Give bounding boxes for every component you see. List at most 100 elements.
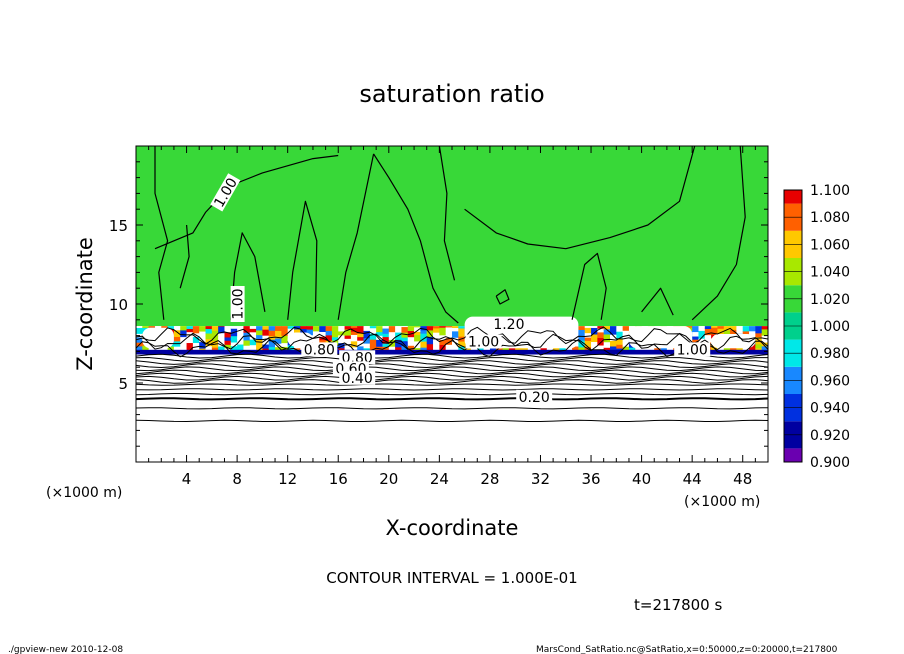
x-tick-label: 8 (232, 470, 242, 488)
field-cell (218, 345, 225, 352)
field-cell (294, 326, 301, 330)
contour-line (287, 200, 318, 320)
field-cell (749, 330, 756, 338)
contour-line (135, 326, 769, 345)
contour-label-group: 1.00 (230, 286, 247, 322)
colorbar-label: 1.100 (810, 183, 850, 199)
field-cell (464, 346, 472, 352)
field-cell (755, 326, 763, 334)
x-tick-label: 24 (430, 470, 449, 488)
field-cell (578, 326, 586, 330)
field-cell (439, 327, 447, 336)
field-cell (433, 345, 440, 352)
field-cell (622, 342, 630, 347)
field-cell (635, 345, 643, 352)
field-cell (742, 326, 750, 332)
field-cell (439, 339, 447, 345)
field-cell (755, 343, 763, 349)
colorbar-swatch (784, 203, 802, 218)
field-cell (142, 345, 150, 352)
field-cell (382, 328, 390, 334)
contour-label-group: 1.20 (490, 317, 527, 333)
field-cell (256, 326, 263, 331)
contour-line (135, 388, 769, 391)
field-cell (224, 331, 232, 338)
field-cell (502, 345, 510, 352)
field-cell (382, 346, 390, 352)
field-cell (616, 344, 624, 349)
field-cell (338, 342, 346, 349)
field-cell (180, 344, 188, 352)
contour-label: 1.00 (468, 335, 499, 351)
field-cell (515, 347, 523, 352)
field-cell (628, 347, 636, 352)
field-cell (199, 326, 207, 328)
field-cell (755, 332, 763, 338)
contour-label-bg (301, 342, 338, 357)
colorbar-label: 0.940 (810, 401, 850, 417)
colorbar-swatch (784, 380, 802, 394)
field-cell (597, 331, 605, 339)
contour-line (135, 366, 769, 372)
field-cell (338, 330, 346, 336)
field-cell (136, 345, 143, 352)
field-cell (591, 341, 598, 348)
field-cell (610, 330, 617, 335)
colorbar-swatch (784, 434, 802, 449)
field-cell (268, 339, 276, 348)
field-cell (300, 326, 308, 330)
colorbar-swatch (784, 448, 802, 462)
contour-lines (135, 145, 769, 423)
contour-line (154, 146, 169, 320)
y-tick-label: 15 (109, 217, 128, 235)
field-cell (275, 337, 282, 344)
field-cell (660, 347, 668, 352)
field-cell (647, 347, 655, 352)
field-cell (148, 326, 156, 328)
field-cell (173, 346, 181, 352)
field-cell (736, 329, 744, 334)
field-cell (382, 336, 390, 344)
field-cell (452, 330, 459, 338)
field-cell (344, 335, 352, 339)
field-cell (483, 345, 491, 352)
field-cell (262, 326, 270, 330)
field-cell (591, 326, 598, 328)
field-cell (603, 328, 611, 335)
field-cell (610, 334, 617, 341)
field-cell (357, 345, 365, 352)
field-cell (237, 331, 244, 340)
contour-line (135, 375, 769, 381)
field-cell (249, 326, 257, 329)
chart-title: saturation ratio (359, 80, 544, 108)
field-cell (237, 338, 244, 345)
x-tick-label: 20 (379, 470, 398, 488)
contour-line (464, 145, 696, 250)
contour-line (135, 369, 769, 375)
field-cell (711, 326, 718, 328)
colorbar-label: 1.080 (810, 210, 850, 226)
field-cell (452, 327, 459, 332)
field-cell (256, 334, 263, 340)
colorbar-swatch (784, 326, 802, 340)
field-cell (376, 326, 383, 333)
field-cell (698, 327, 706, 331)
colorbar-label: 1.000 (810, 319, 850, 335)
contour-line (135, 353, 769, 359)
colorbar-swatch (784, 353, 802, 367)
field-cell (698, 338, 706, 345)
field-cell (382, 343, 390, 347)
field-cell (275, 330, 282, 339)
field-cell (256, 329, 263, 336)
field-cell (319, 339, 327, 345)
field-cell (192, 326, 200, 334)
colorbar-swatch (784, 312, 802, 326)
field-cell (420, 347, 428, 352)
field-cell (243, 326, 251, 333)
field-cell (401, 326, 409, 328)
field-cell (704, 334, 712, 343)
field-cell (610, 340, 617, 347)
field-cell (591, 327, 598, 335)
field-cell (401, 326, 409, 333)
field-cell (622, 346, 630, 352)
